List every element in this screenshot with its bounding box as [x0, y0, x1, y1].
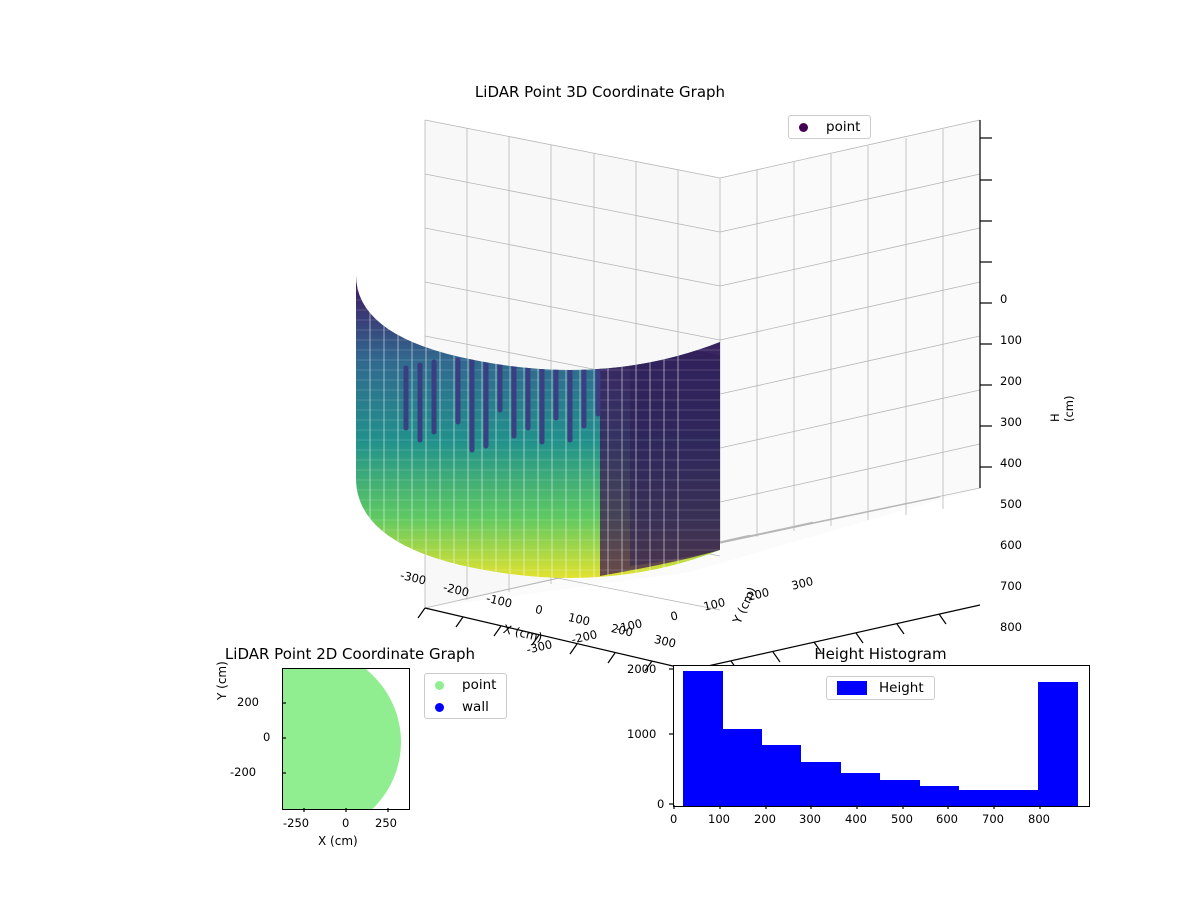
z-tick-100: 100 [1000, 333, 1022, 347]
x-tick-2d-0: 0 [342, 816, 350, 830]
x-axis-label-2d: X (cm) [318, 834, 358, 848]
histogram-bar [959, 789, 999, 806]
x-tick-hist-0: 0 [670, 812, 678, 826]
z-tick-200: 200 [1000, 374, 1022, 388]
z-tick-700: 700 [1000, 579, 1022, 593]
y-axis-label-2d: Y (cm) [215, 661, 229, 700]
legend-label-point-2d: point [462, 677, 497, 693]
legend-3d[interactable]: point [788, 115, 872, 139]
x-tick-hist-600: 600 [936, 812, 958, 826]
histogram-bar [919, 786, 960, 806]
legend-item-point[interactable]: point [789, 116, 870, 138]
y-tick-hist-0: 0 [657, 797, 665, 811]
y-tick-2d-neg200: -200 [230, 765, 257, 779]
x-tick-hist-100: 100 [708, 812, 730, 826]
x-tick-hist-500: 500 [891, 812, 913, 826]
x-tick-hist-400: 400 [845, 812, 867, 826]
x-tick-0: 0 [533, 602, 545, 618]
axes-3d: 0 100 200 300 400 500 600 700 800 H (cm)… [300, 110, 1076, 681]
chart-title-histogram: Height Histogram [814, 645, 947, 663]
y-tick-neg100: -100 [615, 616, 644, 636]
x-tick-hist-200: 200 [754, 812, 776, 826]
z-tick-400: 400 [1000, 456, 1022, 470]
z-axis-3d [979, 120, 992, 488]
x-tick-hist-700: 700 [982, 812, 1004, 826]
histogram-bar [880, 779, 920, 806]
legend-marker-point-icon [799, 122, 808, 132]
y-tick-2d-200: 200 [237, 695, 259, 709]
legend-2d[interactable]: point wall [424, 673, 508, 719]
x-tick-2d-neg250: -250 [283, 816, 310, 830]
legend-label-wall-2d: wall [462, 699, 489, 715]
y-ticks-hist [669, 668, 674, 805]
axes-2d [282, 668, 410, 810]
histogram-bars [674, 666, 1089, 806]
point-cloud-2d-region [283, 669, 401, 809]
z-tick-800: 800 [1000, 620, 1022, 634]
x-ticks-hist [673, 805, 1041, 809]
chart-title-3d: LiDAR Point 3D Coordinate Graph [474, 83, 726, 101]
z-tick-500: 500 [1000, 497, 1022, 511]
legend-item-height[interactable]: Height [827, 677, 934, 699]
z-tick-600: 600 [1000, 538, 1022, 552]
histogram-bar [762, 744, 802, 806]
histogram-bar [722, 729, 763, 806]
z-axis-label: H (cm) [1048, 395, 1076, 423]
y-tick-0: 0 [669, 608, 680, 624]
legend-marker-point-icon [435, 680, 444, 690]
legend-label-height: Height [879, 680, 924, 696]
x-tick-hist-800: 800 [1028, 812, 1050, 826]
x-ticks-2d [303, 808, 389, 812]
x-tick-2d-250: 250 [375, 816, 397, 830]
legend-item-wall-2d[interactable]: wall [425, 696, 506, 718]
z-tick-0: 0 [1000, 292, 1008, 306]
legend-swatch-height-icon [837, 681, 867, 695]
histogram-bar [840, 773, 881, 806]
legend-item-point-2d[interactable]: point [425, 674, 506, 696]
x-axis-3d [417, 607, 691, 681]
y-ticks-2d [282, 702, 286, 774]
y-tick-neg200: -200 [570, 627, 599, 647]
legend-label-point: point [826, 119, 861, 135]
chart-title-2d: LiDAR Point 2D Coordinate Graph [224, 645, 476, 663]
axes-histogram [673, 665, 1090, 807]
y-tick-hist-1000: 1000 [627, 727, 657, 741]
legend-histogram[interactable]: Height [826, 676, 935, 700]
y-tick-hist-2000: 2000 [627, 662, 657, 676]
histogram-bar [998, 789, 1039, 806]
x-tick-100: 100 [566, 610, 592, 629]
y-tick-2d-0: 0 [263, 730, 271, 744]
histogram-bar [801, 761, 841, 806]
histogram-bar [1038, 682, 1078, 806]
legend-marker-wall-icon [435, 702, 444, 712]
scatter-3d-svg [356, 119, 992, 681]
z-tick-300: 300 [1000, 415, 1022, 429]
histogram-bar [683, 671, 723, 806]
x-tick-hist-300: 300 [799, 812, 821, 826]
